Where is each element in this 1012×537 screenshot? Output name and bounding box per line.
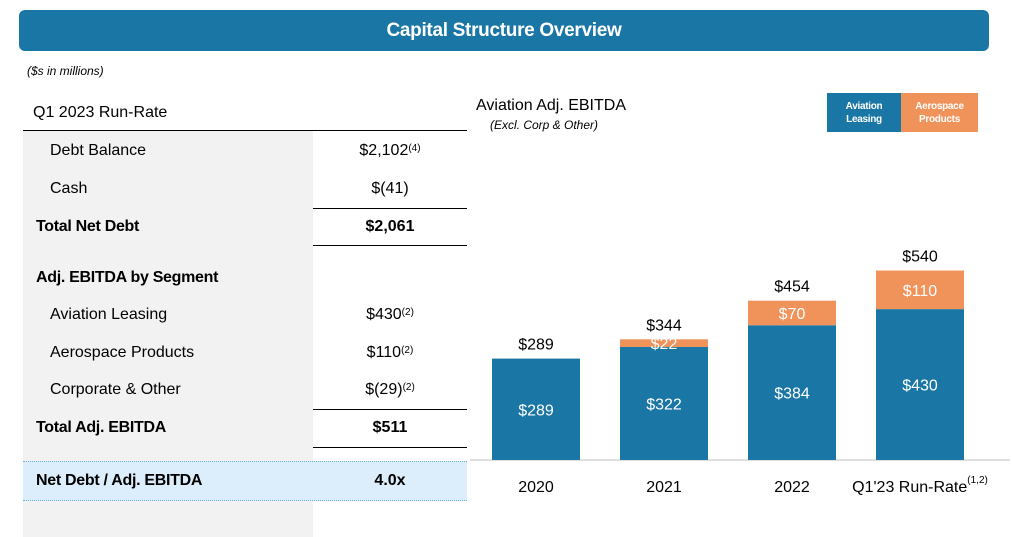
bar-aerospace-products — [748, 300, 836, 326]
divider — [313, 447, 467, 448]
row-label: Cash — [50, 180, 88, 197]
row-value: $430(2) — [313, 306, 467, 324]
bar-data-label: $70 — [779, 306, 806, 323]
table-row-debt-balance: Debt Balance $2,102(4) — [23, 133, 467, 171]
units-note: ($s in millions) — [27, 64, 104, 78]
table-row-cash: Cash $(41) — [23, 171, 467, 209]
bar-data-label: $110 — [903, 283, 938, 300]
table-row-leverage: Net Debt / Adj. EBITDA 4.0x — [23, 461, 467, 501]
x-tick-label: Q1'23 Run-Rate(1,2) — [852, 475, 988, 496]
value-text: $430 — [366, 306, 402, 323]
bar-aviation-leasing — [620, 347, 708, 460]
table-header: Q1 2023 Run-Rate — [23, 94, 467, 131]
divider — [313, 208, 467, 209]
legend-aerospace-products: Aerospace Products — [901, 93, 978, 132]
table-row-total-ebitda: Total Adj. EBITDA $511 — [23, 410, 467, 448]
table-title: Q1 2023 Run-Rate — [33, 104, 168, 121]
chart-subtitle: (Excl. Corp & Other) — [490, 118, 599, 132]
chart-title: Aviation Adj. EBITDA — [476, 97, 626, 114]
bar-total-label: $540 — [902, 249, 938, 266]
footnote: (2) — [401, 307, 414, 318]
value-text: $110 — [366, 344, 402, 361]
bar-data-label: $322 — [646, 397, 682, 414]
table-row-corporate-other: Corporate & Other $(29)(2) — [23, 372, 467, 410]
bar-data-label: $289 — [518, 402, 554, 419]
row-label: Debt Balance — [50, 142, 147, 159]
bar-aerospace-products — [876, 270, 964, 310]
value-text: $2,102 — [359, 142, 409, 159]
page-title: Capital Structure Overview — [386, 19, 622, 41]
chart-legend: Aviation Leasing Aerospace Products — [827, 93, 978, 132]
value-text: $(29) — [365, 381, 403, 398]
x-tick-label: 2020 — [518, 479, 554, 496]
x-tick-footnote: (1,2) — [967, 475, 988, 486]
row-value: $(29)(2) — [313, 381, 467, 399]
bar-total-label: $344 — [646, 317, 682, 334]
row-value: $2,061 — [365, 218, 415, 235]
table-row-aviation-leasing: Aviation Leasing $430(2) — [23, 297, 467, 335]
footnote: (4) — [408, 143, 421, 154]
footnote: (2) — [402, 382, 415, 393]
bar-aerospace-products — [620, 339, 708, 348]
row-label: Corporate & Other — [50, 381, 181, 398]
legend-aviation-leasing: Aviation Leasing — [827, 93, 901, 132]
bar-data-label: $22 — [651, 336, 678, 353]
bar-total-label: $289 — [518, 337, 554, 354]
row-label: Aerospace Products — [50, 344, 195, 361]
row-label: Aviation Leasing — [50, 306, 168, 323]
table-row-aerospace-products: Aerospace Products $110(2) — [23, 335, 467, 373]
row-label: Net Debt / Adj. EBITDA — [36, 472, 203, 489]
table-row-segment-header: Adj. EBITDA by Segment — [23, 260, 467, 298]
bar-aviation-leasing — [748, 325, 836, 460]
x-tick-label: 2022 — [774, 479, 810, 496]
bar-aviation-leasing — [492, 358, 580, 460]
bar-data-label: $384 — [774, 386, 810, 403]
bar-aviation-leasing — [876, 309, 964, 460]
divider — [313, 245, 467, 246]
x-tick-label: 2021 — [646, 479, 682, 496]
row-value: $110(2) — [313, 344, 467, 362]
bar-total-label: $454 — [774, 279, 810, 296]
table-row-total-net-debt: Total Net Debt $2,061 — [23, 209, 467, 247]
row-label: Adj. EBITDA by Segment — [36, 269, 219, 286]
row-label: Total Net Debt — [36, 218, 140, 235]
page-title-banner: Capital Structure Overview — [19, 10, 989, 51]
row-value: $(41) — [371, 180, 409, 197]
row-value: $2,102(4) — [313, 142, 467, 160]
row-label: Total Adj. EBITDA — [36, 419, 167, 436]
bar-data-label: $430 — [902, 378, 938, 395]
aviation-ebitda-chart: $289 $289 2020 $322 $22 $344 2021 $384 $70 $454 20… — [470, 249, 1010, 496]
row-value: 4.0x — [374, 472, 406, 489]
footnote: (2) — [401, 345, 414, 356]
divider — [313, 409, 467, 410]
row-value: $511 — [372, 419, 408, 436]
